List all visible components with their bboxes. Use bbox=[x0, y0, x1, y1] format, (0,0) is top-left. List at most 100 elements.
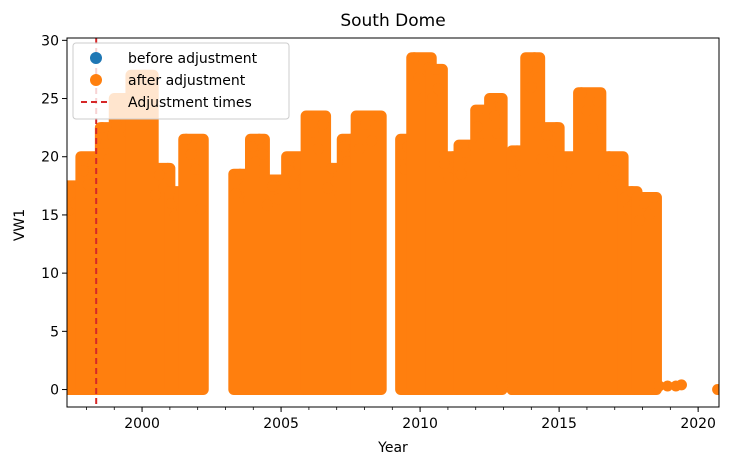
axis-ticks: 0 5 10 15 20 25 30 2000 2005 2010 2015 2020 bbox=[41, 33, 716, 432]
data-point bbox=[272, 193, 284, 205]
data-point bbox=[586, 122, 598, 134]
data-point bbox=[326, 162, 338, 174]
data-point bbox=[609, 165, 621, 177]
x-tick-label: 2020 bbox=[680, 416, 716, 432]
data-point bbox=[551, 122, 563, 134]
data-point bbox=[662, 380, 674, 392]
data-point bbox=[648, 191, 660, 203]
data-point bbox=[110, 119, 122, 131]
data-point bbox=[633, 215, 645, 227]
data-point bbox=[360, 118, 372, 130]
plot-area bbox=[67, 38, 719, 407]
data-point bbox=[96, 122, 108, 134]
data-point bbox=[438, 158, 450, 170]
data-point bbox=[353, 143, 365, 155]
legend-label: before adjustment bbox=[128, 51, 258, 67]
data-point bbox=[261, 199, 273, 211]
data-point bbox=[427, 92, 439, 104]
data-point bbox=[185, 148, 197, 160]
data-point bbox=[643, 209, 655, 221]
axes-frame bbox=[66, 37, 720, 408]
data-point bbox=[508, 166, 520, 178]
data-band-15 bbox=[350, 110, 387, 396]
legend: before adjustment after adjustment Adjustm… bbox=[72, 42, 290, 120]
data-band-30 bbox=[631, 191, 662, 396]
data-point bbox=[638, 197, 650, 209]
data-point bbox=[82, 179, 94, 191]
y-tick-label: 30 bbox=[41, 33, 59, 49]
data-point bbox=[443, 172, 455, 184]
data-point bbox=[408, 52, 420, 64]
data-point bbox=[592, 96, 604, 108]
data-point bbox=[303, 110, 315, 122]
data-point bbox=[322, 182, 334, 194]
x-tick-label: 2010 bbox=[402, 416, 438, 432]
data-point bbox=[288, 179, 300, 191]
x-axis-label: Year bbox=[377, 440, 408, 456]
data-point bbox=[511, 145, 523, 157]
y-tick-label: 15 bbox=[41, 208, 59, 224]
data-point bbox=[496, 380, 508, 392]
data-point bbox=[153, 169, 165, 181]
data-point bbox=[162, 162, 174, 174]
data-point bbox=[372, 110, 384, 122]
y-tick-label: 10 bbox=[41, 266, 59, 282]
data-point bbox=[366, 135, 378, 147]
legend-label: Adjustment times bbox=[128, 95, 252, 111]
y-tick-label: 0 bbox=[50, 383, 59, 399]
data-point bbox=[432, 83, 444, 95]
data-point bbox=[194, 203, 206, 215]
data-point bbox=[283, 165, 295, 177]
legend-label: after adjustment bbox=[128, 73, 246, 89]
data-point bbox=[190, 163, 202, 175]
data-point bbox=[495, 101, 507, 113]
data-point bbox=[532, 72, 544, 84]
data-point bbox=[525, 82, 537, 94]
data-point bbox=[180, 133, 192, 145]
x-tick-label: 2015 bbox=[541, 416, 577, 432]
data-point bbox=[653, 380, 665, 392]
data-point bbox=[149, 189, 161, 201]
data-point bbox=[246, 141, 258, 153]
data-point bbox=[307, 126, 319, 138]
legend-marker bbox=[90, 52, 102, 64]
data-point bbox=[230, 188, 242, 200]
data-point bbox=[675, 379, 687, 391]
data-point bbox=[257, 148, 269, 160]
data-point bbox=[77, 165, 89, 177]
data-point bbox=[429, 63, 441, 75]
data-point bbox=[528, 52, 540, 64]
data-band-22 bbox=[484, 93, 508, 396]
data-point bbox=[471, 121, 483, 133]
data-point bbox=[195, 141, 207, 153]
data-point bbox=[317, 118, 329, 130]
data-point bbox=[341, 156, 353, 168]
data-point bbox=[253, 133, 265, 145]
data-point bbox=[413, 72, 425, 84]
data-point bbox=[455, 168, 467, 180]
y-tick-label: 25 bbox=[41, 92, 59, 108]
data-point bbox=[267, 180, 279, 192]
data-band-7 bbox=[178, 133, 209, 396]
legend-marker bbox=[90, 74, 102, 86]
data-point bbox=[556, 165, 568, 177]
data-point bbox=[459, 146, 471, 158]
data-point bbox=[485, 93, 497, 105]
data-point bbox=[491, 127, 503, 139]
x-tick-label: 2000 bbox=[124, 416, 160, 432]
data-point bbox=[522, 62, 534, 74]
data-point bbox=[250, 156, 262, 168]
data-point bbox=[100, 137, 112, 149]
data-point bbox=[560, 179, 572, 191]
data-point bbox=[581, 105, 593, 117]
data-point bbox=[603, 151, 615, 163]
data-point bbox=[312, 143, 324, 155]
data-point bbox=[475, 138, 487, 150]
data-point bbox=[488, 110, 500, 122]
y-tick-label: 5 bbox=[50, 324, 59, 340]
data-point bbox=[541, 129, 553, 141]
data-point bbox=[396, 148, 408, 160]
data-point bbox=[234, 168, 246, 180]
chart-title: South Dome bbox=[340, 11, 445, 31]
